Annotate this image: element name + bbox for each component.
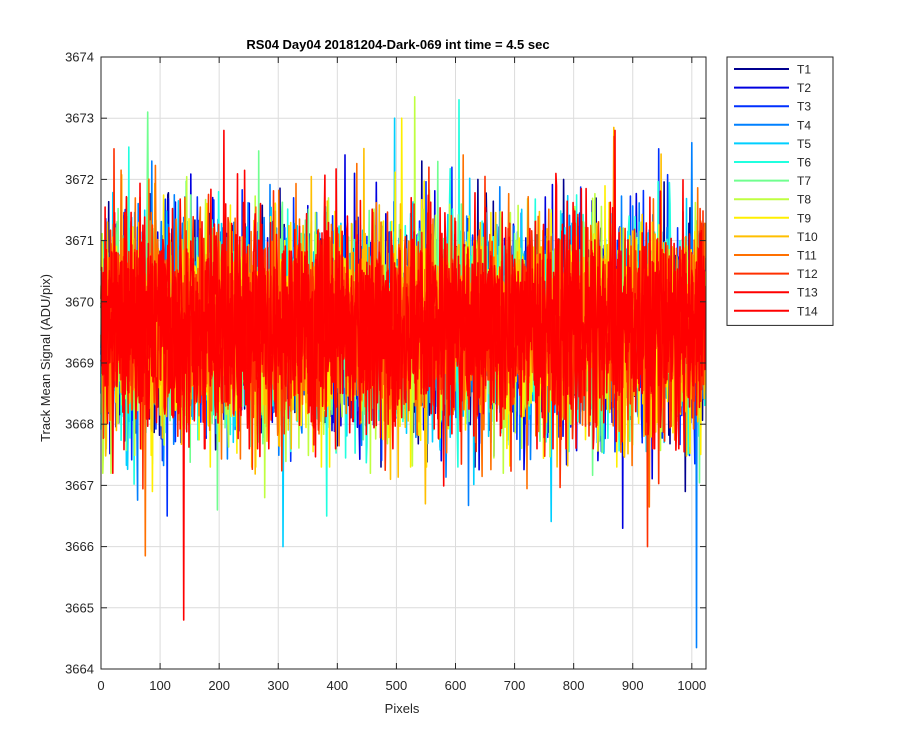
y-tick-label: 3671	[65, 233, 94, 248]
legend-label-t6: T6	[797, 156, 811, 170]
legend-label-t8: T8	[797, 193, 811, 207]
legend-label-t3: T3	[797, 100, 811, 114]
x-tick-label: 300	[267, 678, 289, 693]
x-tick-label: 700	[504, 678, 526, 693]
legend-label-t4: T4	[797, 118, 811, 132]
y-tick-label: 3667	[65, 478, 94, 493]
y-tick-label: 3666	[65, 539, 94, 554]
y-tick-label: 3673	[65, 111, 94, 126]
series-line-t14	[100, 129, 707, 621]
x-tick-label: 900	[622, 678, 644, 693]
chart-title: RS04 Day04 20181204-Dark-069 int time = …	[246, 37, 549, 52]
x-tick-label: 400	[326, 678, 348, 693]
y-tick-label: 3664	[65, 662, 94, 677]
x-tick-label: 600	[445, 678, 467, 693]
x-tick-label: 800	[563, 678, 585, 693]
x-tick-label: 500	[386, 678, 408, 693]
y-tick-label: 3669	[65, 356, 94, 371]
x-tick-label: 200	[208, 678, 230, 693]
legend-box	[726, 56, 834, 326]
x-tick-label: 1000	[677, 678, 706, 693]
legend-label-t13: T13	[797, 286, 818, 300]
legend: T1 T2 T3 T4 T5 T6 T7 T8 T9 T10 T11 T12 T13 T14	[726, 56, 834, 326]
legend-label-t9: T9	[797, 211, 811, 225]
x-tick-label: 0	[97, 678, 104, 693]
x-axis-title: Pixels	[385, 701, 420, 716]
x-tick-label: 100	[149, 678, 171, 693]
legend-label-t7: T7	[797, 174, 811, 188]
y-tick-label: 3665	[65, 600, 94, 615]
y-tick-label: 3672	[65, 172, 94, 187]
y-tick-label: 3670	[65, 294, 94, 309]
legend-label-t5: T5	[797, 137, 811, 151]
axes: 0 100 200 300 400 500 600 700 800 900 1000 3664 3665…	[65, 50, 707, 693]
legend-label-t12: T12	[797, 267, 818, 281]
legend-label-t14: T14	[797, 304, 818, 318]
y-tick-label: 3674	[65, 50, 94, 65]
legend-label-t11: T11	[797, 249, 817, 263]
y-axis-title: Track Mean Signal (ADU/pix)	[38, 274, 53, 442]
legend-label-t10: T10	[797, 230, 818, 244]
legend-label-t2: T2	[797, 81, 811, 95]
legend-label-t1: T1	[797, 63, 811, 77]
y-tick-label: 3668	[65, 417, 94, 432]
series-group	[100, 96, 707, 649]
